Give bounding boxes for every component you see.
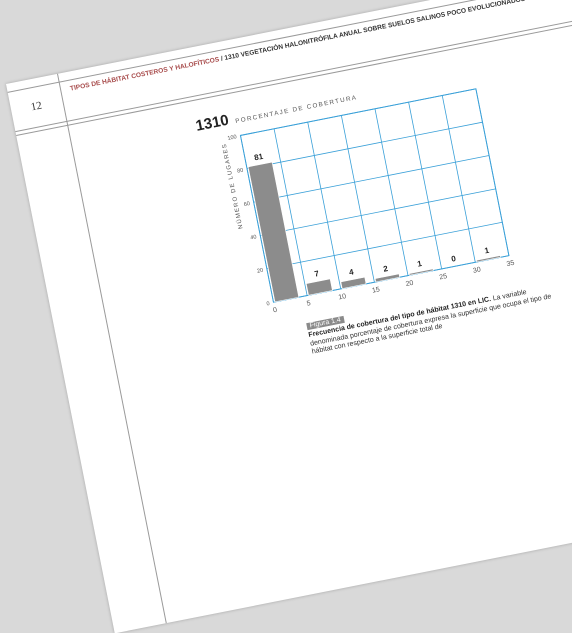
bar-data-label: 1 xyxy=(417,259,424,269)
bar-data-label: 7 xyxy=(314,269,321,279)
x-tick-label: 5 xyxy=(306,300,311,308)
bar-data-label: 81 xyxy=(253,152,264,163)
y-tick-label: 100 xyxy=(227,134,237,142)
y-gridline xyxy=(266,221,503,270)
header-title: VEGETACIÓN HALONITRÓFILA ANUAL SOBRE SUE… xyxy=(238,0,526,60)
y-tick-label: 40 xyxy=(250,234,257,241)
bar xyxy=(247,161,300,303)
x-tick-label: 25 xyxy=(439,273,448,281)
bar xyxy=(305,278,333,296)
bar-data-label: 1 xyxy=(484,246,491,256)
page-number: 12 xyxy=(29,99,44,114)
y-gridline xyxy=(253,155,490,203)
y-gridline xyxy=(246,121,483,170)
x-gridline xyxy=(307,122,342,289)
bar xyxy=(476,255,501,263)
x-gridline xyxy=(441,95,476,263)
bar xyxy=(408,268,434,276)
x-tick-label: 30 xyxy=(472,266,481,274)
y-axis-label: NÚMERO DE LUGARES xyxy=(221,142,245,229)
y-tick-label: 60 xyxy=(243,201,250,208)
y-tick-label: 20 xyxy=(257,268,264,275)
bar xyxy=(374,273,401,283)
bar xyxy=(340,276,367,289)
header-code: 1310 xyxy=(223,52,240,62)
y-gridline xyxy=(260,188,496,236)
x-tick-label: 20 xyxy=(405,280,414,288)
x-gridline xyxy=(340,115,375,283)
y-tick-label: 0 xyxy=(266,301,270,307)
bar-data-label: 2 xyxy=(383,264,390,274)
x-gridline xyxy=(240,135,274,303)
x-tick-label: 0 xyxy=(273,307,278,315)
x-tick-label: 15 xyxy=(372,286,381,294)
margin-rule xyxy=(57,73,167,624)
x-gridline xyxy=(475,88,510,256)
x-gridline xyxy=(374,108,409,276)
document-page: 12 TIPOS DE HÁBITAT COSTEROS Y HALOFÍTIC… xyxy=(6,0,572,633)
bar-data-label: 4 xyxy=(348,267,355,277)
bar-data-label: 0 xyxy=(451,254,458,264)
x-gridline xyxy=(273,128,308,296)
x-tick-label: 35 xyxy=(506,260,515,268)
y-tick-label: 80 xyxy=(237,168,244,175)
x-tick-label: 10 xyxy=(338,293,347,301)
x-gridline xyxy=(408,102,443,269)
y-gridline xyxy=(240,88,476,136)
